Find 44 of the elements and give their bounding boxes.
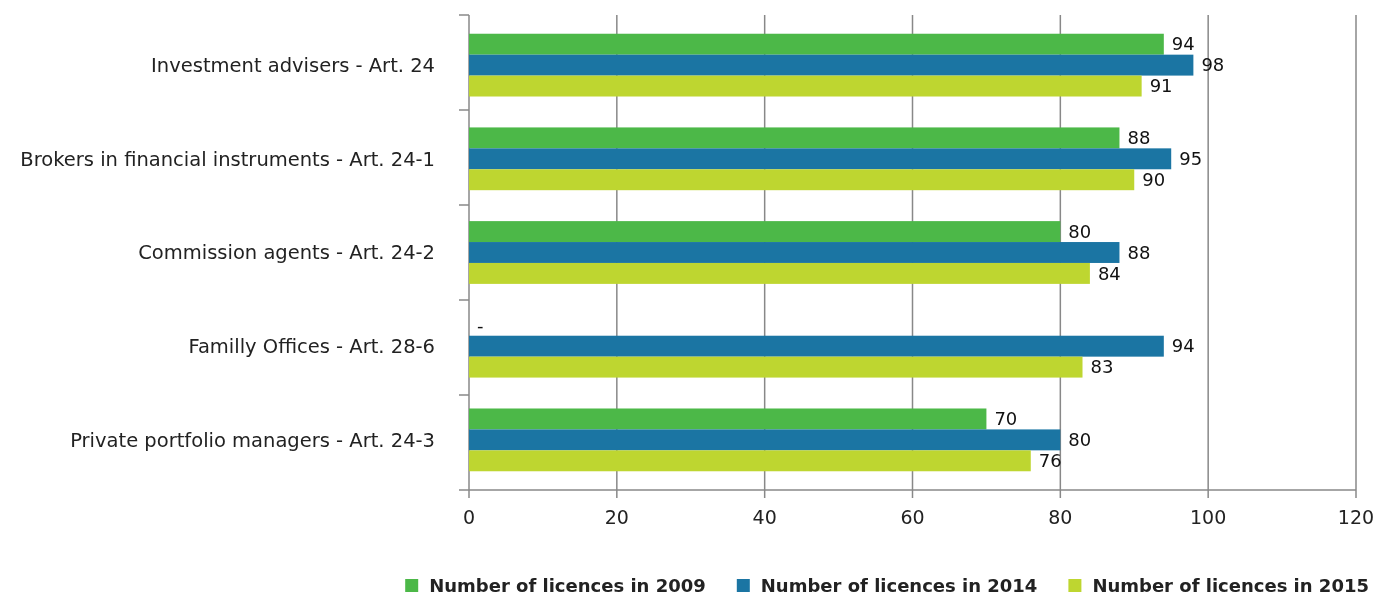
legend-label: Number of licences in 2009 bbox=[429, 575, 706, 596]
y-tick-label: Familly Offices - Art. 28-6 bbox=[188, 335, 435, 359]
legend-label: Number of licences in 2014 bbox=[760, 575, 1038, 596]
data-label: 95 bbox=[1179, 148, 1203, 170]
data-label: 88 bbox=[1127, 241, 1151, 263]
bar bbox=[469, 262, 1090, 284]
data-label: 80 bbox=[1068, 220, 1092, 242]
data-label: 70 bbox=[994, 408, 1018, 430]
data-label: 76 bbox=[1038, 450, 1062, 472]
bar bbox=[469, 242, 1120, 263]
bar bbox=[469, 408, 987, 430]
x-tick-label: 120 bbox=[1337, 506, 1375, 528]
x-tick-label: 100 bbox=[1190, 506, 1227, 528]
bar bbox=[469, 169, 1135, 191]
bar bbox=[469, 429, 1061, 451]
data-label: 94 bbox=[1171, 335, 1195, 357]
x-tick-label: 40 bbox=[752, 506, 777, 528]
data-label: 94 bbox=[1171, 33, 1195, 55]
data-label: 90 bbox=[1142, 169, 1166, 191]
bar bbox=[469, 33, 1164, 55]
y-tick-label: Private portfolio managers - Art. 24-3 bbox=[70, 428, 435, 452]
bar bbox=[469, 335, 1164, 357]
data-label: 91 bbox=[1149, 75, 1173, 97]
bar bbox=[469, 221, 1061, 243]
y-tick-label: Commission agents - Art. 24-2 bbox=[138, 241, 435, 265]
data-label: 98 bbox=[1201, 54, 1225, 76]
data-label: 84 bbox=[1097, 262, 1121, 284]
bar bbox=[469, 127, 1120, 149]
bar bbox=[469, 54, 1194, 76]
data-label: 80 bbox=[1068, 429, 1092, 451]
x-tick-label: 80 bbox=[1048, 506, 1073, 528]
x-tick-label: 20 bbox=[604, 506, 629, 528]
bar bbox=[469, 356, 1083, 378]
text: - bbox=[477, 314, 484, 336]
data-label: 83 bbox=[1090, 356, 1114, 378]
data-label: 88 bbox=[1127, 127, 1151, 149]
y-tick-label: Investment advisers - Art. 24 bbox=[151, 53, 435, 77]
x-tick-label: 60 bbox=[900, 506, 925, 528]
bar bbox=[469, 75, 1142, 97]
bar bbox=[469, 148, 1172, 170]
legend-label: Number of licences in 2015 bbox=[1092, 575, 1369, 596]
bar bbox=[469, 450, 1031, 472]
x-tick-label: 0 bbox=[462, 506, 476, 528]
y-tick-label: Brokers in financial instruments - Art. 24-1 bbox=[20, 147, 435, 171]
